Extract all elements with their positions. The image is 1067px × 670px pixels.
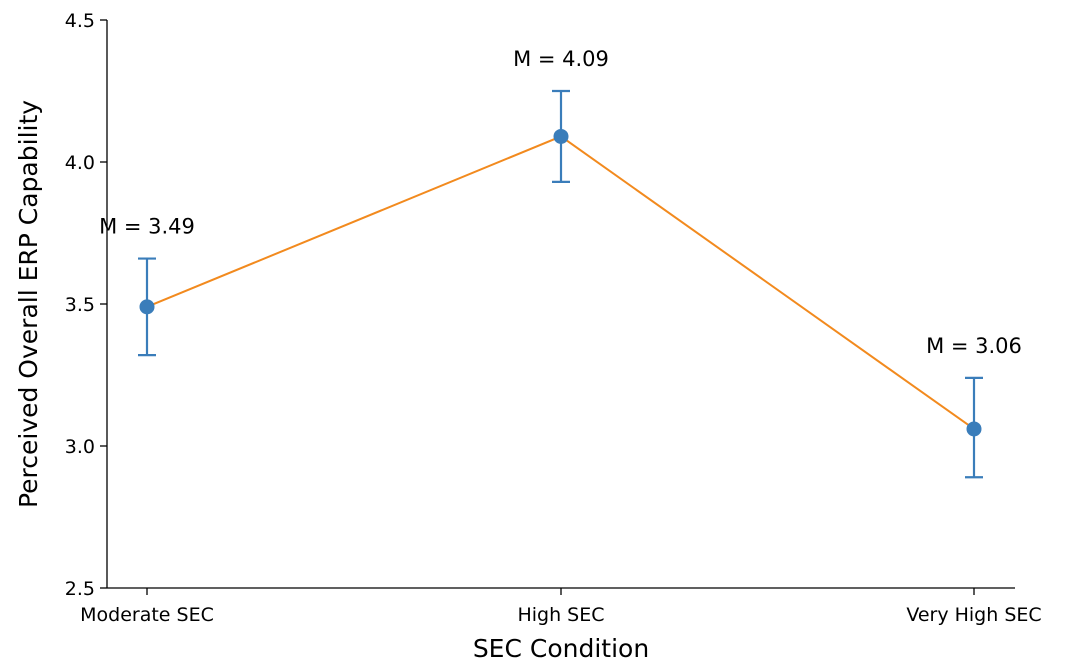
y-tick-label: 4.5 (65, 10, 95, 32)
y-tick-label: 3.0 (65, 436, 95, 458)
x-tick-label: High SEC (517, 604, 604, 626)
data-point (553, 128, 569, 144)
x-ticks: Moderate SEC High SEC Very High SEC (80, 588, 1042, 626)
x-tick-label: Moderate SEC (80, 604, 214, 626)
data-point (139, 299, 155, 315)
data-label: M = 4.09 (513, 47, 609, 71)
y-axis-title: Perceived Overall ERP Capability (14, 100, 43, 508)
data-point (966, 421, 982, 437)
y-tick-label: 3.5 (65, 294, 95, 316)
y-tick-label: 4.0 (65, 152, 95, 174)
y-tick-label: 2.5 (65, 578, 95, 600)
x-tick-label: Very High SEC (906, 604, 1041, 626)
plot-area: M = 3.49 M = 4.09 M = 3.06 (99, 47, 1022, 479)
data-label: M = 3.49 (99, 215, 195, 239)
x-axis-title: SEC Condition (473, 634, 649, 663)
data-label: M = 3.06 (926, 334, 1022, 358)
y-ticks: 2.5 3.0 3.5 4.0 4.5 (65, 10, 107, 600)
